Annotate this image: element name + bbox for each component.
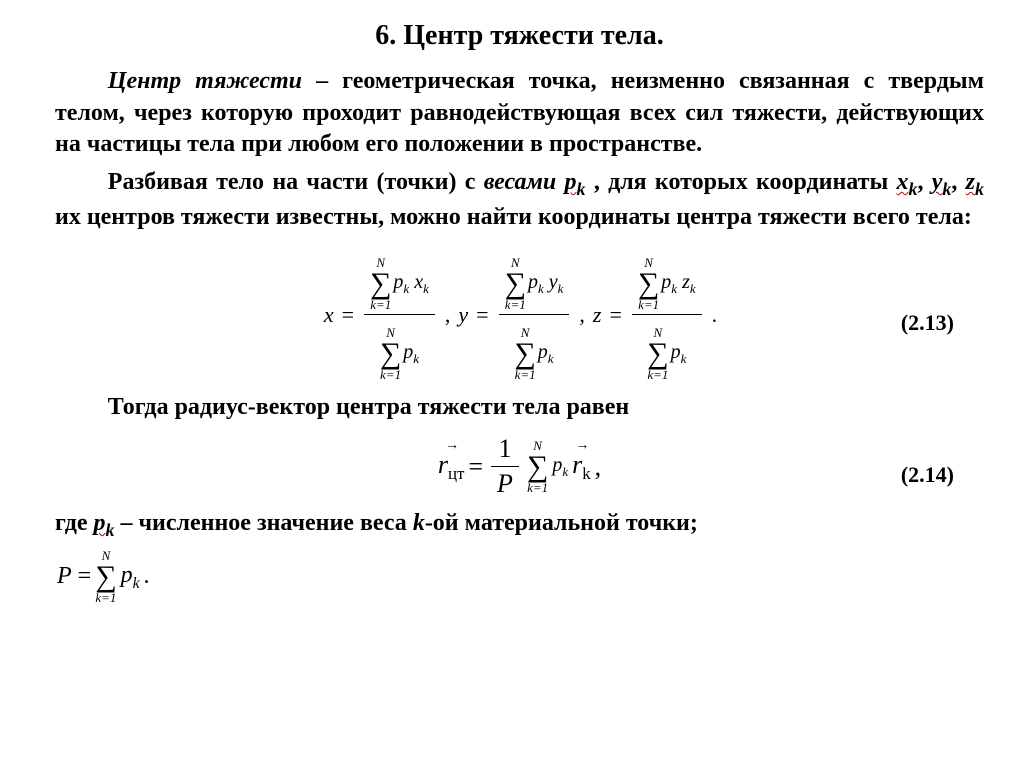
- eq2-sum: N ∑ k=1: [527, 438, 548, 495]
- xk-symbol: xk: [896, 169, 917, 195]
- y-letter: y: [932, 169, 943, 195]
- decomposition-paragraph: Разбивая тело на части (точки) с весами …: [55, 167, 984, 233]
- p4-mid: – численное значение веса: [115, 510, 413, 536]
- p4-p: p: [94, 510, 106, 536]
- definition-paragraph: Центр тяжести – геометрическая точка, не…: [55, 66, 984, 161]
- rk-sub: k: [582, 464, 590, 483]
- p4-pk: pk: [94, 510, 115, 536]
- eq2-number: (2.14): [901, 462, 954, 488]
- equation-2-14: → rцт = 1 P N ∑ k=1 pk → rk , (2: [55, 432, 984, 502]
- p-letter: p: [565, 169, 577, 195]
- eq2-pk: pk: [552, 454, 568, 480]
- eq3-P: P: [55, 563, 74, 590]
- p4-k: k: [106, 520, 115, 540]
- eq3-sum: N ∑ k=1: [95, 548, 116, 605]
- eq3-sigma-icon: ∑: [95, 563, 116, 590]
- eq1-body: x = N∑k=1pk xkN∑k=1pk , y = N∑k=1pk ykN∑…: [322, 245, 717, 384]
- term: Центр тяжести: [108, 68, 302, 94]
- eq3-pk: pk: [121, 562, 140, 593]
- eq3-p: p: [121, 562, 133, 588]
- p4-tail: -ой материальной точки;: [425, 510, 698, 536]
- eq3-end: .: [144, 563, 150, 590]
- r-letter: r: [438, 450, 448, 479]
- rk-letter: r: [572, 450, 582, 479]
- cap-p: P: [491, 467, 519, 501]
- r-ct-vector: → rцт: [438, 450, 465, 484]
- eq2-tail: ,: [595, 452, 602, 482]
- p2-lead: Разбивая тело на части (точки) с: [108, 169, 484, 195]
- eq2-lower: k=1: [527, 480, 548, 495]
- one: 1: [492, 432, 517, 466]
- equation-p-sum: P = N ∑ k=1 pk .: [55, 548, 984, 605]
- eq2-body: → rцт = 1 P N ∑ k=1 pk → rk ,: [438, 432, 601, 501]
- zk-symbol: zk: [966, 169, 984, 195]
- p2-mid: , для кото­рых координаты: [586, 169, 897, 195]
- p4-kit: k: [413, 510, 425, 536]
- zk-sub: k: [975, 179, 984, 199]
- eq3-lower: k=1: [95, 590, 116, 605]
- arrow2-icon: →: [572, 438, 593, 454]
- arrow-icon: →: [438, 438, 467, 454]
- comma1: ,: [917, 169, 931, 195]
- eq3-k: k: [133, 574, 140, 591]
- radius-vector-paragraph: Тогда радиус-вектор центра тяжести тела …: [55, 392, 984, 424]
- k-sub: k: [577, 179, 586, 199]
- sigma-icon: ∑: [527, 453, 548, 480]
- eq2-pk-sub: k: [562, 464, 568, 479]
- weights-word: весами: [484, 169, 557, 195]
- x-letter: x: [896, 169, 908, 195]
- section-title: 6. Центр тяжести тела.: [55, 20, 984, 52]
- p4-lead: где: [55, 510, 94, 536]
- pk-symbol: pk: [565, 169, 586, 195]
- page: 6. Центр тяжести тела. Центр тяжести – г…: [0, 0, 1024, 768]
- eq2-equals: =: [468, 452, 483, 482]
- eq3-equals: =: [78, 563, 92, 590]
- z-letter: z: [966, 169, 975, 195]
- dash: –: [302, 68, 342, 94]
- comma2: ,: [951, 169, 965, 195]
- ct-sub: цт: [448, 464, 464, 483]
- eq3-body: P = N ∑ k=1 pk .: [55, 548, 150, 605]
- yk-symbol: yk: [932, 169, 952, 195]
- equation-2-13: x = N∑k=1pk xkN∑k=1pk , y = N∑k=1pk ykN∑…: [55, 245, 984, 384]
- p2-tail: их центров тяжести известны, можно найти…: [55, 204, 972, 230]
- one-over-p: 1 P: [487, 432, 523, 501]
- where-paragraph: где pk – численное значение веса k-ой ма…: [55, 508, 984, 543]
- rk-vector: → rk: [572, 450, 591, 484]
- eq1-number: (2.13): [901, 310, 954, 336]
- eq2-p: p: [552, 454, 562, 476]
